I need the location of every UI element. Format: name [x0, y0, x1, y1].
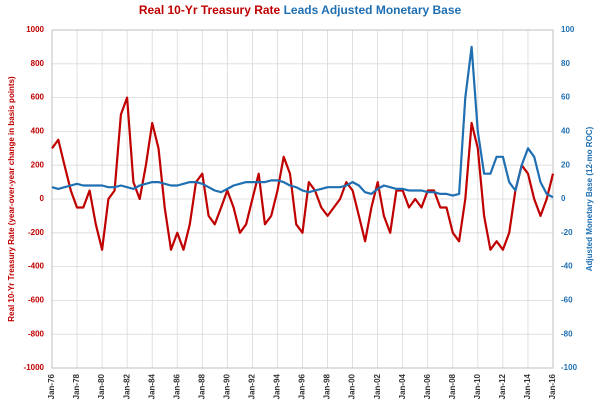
- y-tick-label: -1000: [24, 363, 45, 372]
- series-line: [51, 45, 554, 199]
- x-tick-label: Jan-94: [273, 373, 282, 399]
- x-tick-label: Jan-02: [373, 373, 382, 399]
- x-tick-label: Jan-82: [122, 373, 131, 399]
- title-part: Leads Adjusted Monetary Base: [284, 3, 462, 17]
- y2-tick-label: -20: [561, 228, 573, 237]
- chart-title: Real 10-Yr Treasury Rate Leads Adjusted …: [139, 3, 462, 17]
- x-tick-label: Jan-16: [548, 373, 557, 399]
- y-tick-label: 600: [31, 93, 45, 102]
- y2-axis-label: Adjusted Monetary Base (12-mo ROC): [585, 126, 594, 271]
- x-tick-label: Jan-90: [222, 373, 231, 399]
- x-tick-label: Jan-88: [197, 373, 206, 399]
- y2-tick-label: 40: [561, 127, 570, 136]
- x-tick-label: Jan-78: [72, 373, 81, 399]
- x-tick-label: Jan-76: [47, 373, 56, 399]
- y2-tick-label: 0: [561, 194, 566, 203]
- y-tick-label: -200: [28, 228, 45, 237]
- y-tick-label: 400: [31, 127, 45, 136]
- y-tick-label: 1000: [26, 25, 44, 34]
- x-tick-label: Jan-96: [298, 373, 307, 399]
- x-tick-label: Jan-08: [448, 373, 457, 399]
- x-tick-label: Jan-80: [97, 373, 106, 399]
- y-tick-label: -600: [28, 296, 45, 305]
- y2-tick-label: -100: [561, 363, 578, 372]
- y2-tick-label: -40: [561, 262, 573, 271]
- x-tick-label: Jan-06: [423, 373, 432, 399]
- y-tick-label: 800: [31, 59, 45, 68]
- y2-tick-label: 20: [561, 160, 570, 169]
- x-tick-label: Jan-00: [348, 373, 357, 399]
- y2-tick-label: 60: [561, 93, 570, 102]
- x-tick-label: Jan-84: [147, 373, 156, 399]
- y-axis-label: Real 10-Yr Treasury Rate (year-over-year…: [7, 76, 16, 322]
- title-part: Real 10-Yr Treasury Rate: [139, 3, 281, 17]
- x-tick-label: Jan-92: [248, 373, 257, 399]
- x-tick-label: Jan-10: [473, 373, 482, 399]
- y-tick-label: -400: [28, 262, 45, 271]
- y2-tick-label: 80: [561, 59, 570, 68]
- y-tick-label: -800: [28, 329, 45, 338]
- x-tick-label: Jan-14: [523, 373, 532, 399]
- x-tick-label: Jan-04: [398, 373, 407, 399]
- y2-tick-label: -60: [561, 296, 573, 305]
- plot-frame: [51, 29, 554, 369]
- y-tick-label: 200: [31, 160, 45, 169]
- x-tick-label: Jan-12: [498, 373, 507, 399]
- y2-tick-label: 100: [561, 25, 575, 34]
- y-tick-label: 0: [40, 194, 45, 203]
- x-tick-label: Jan-86: [172, 373, 181, 399]
- x-tick-label: Jan-98: [323, 373, 332, 399]
- y2-tick-label: -80: [561, 329, 573, 338]
